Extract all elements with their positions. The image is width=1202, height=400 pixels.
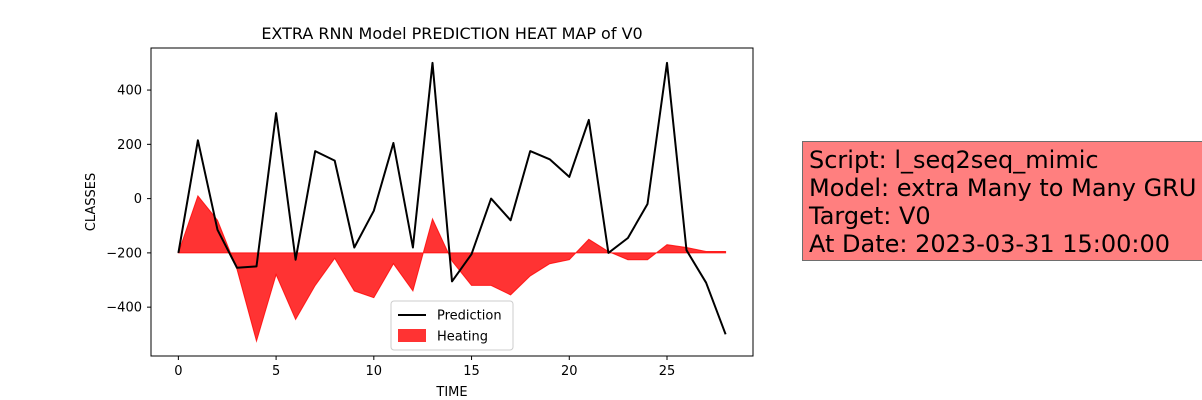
- x-tick-label: 5: [272, 364, 280, 379]
- y-axis-ticks: −400 −200 0 200 400: [106, 84, 151, 316]
- y-tick-label: 200: [117, 138, 142, 153]
- info-box: Script: l_seq2seq_mimic Model: extra Man…: [802, 141, 1202, 261]
- info-model-line: Model: extra Many to Many GRU: [809, 174, 1197, 202]
- y-tick-label: 0: [134, 192, 142, 207]
- info-date-line: At Date: 2023-03-31 15:00:00: [809, 230, 1171, 258]
- y-tick-label: 400: [117, 84, 142, 99]
- x-axis-ticks: 0 5 10 15 20 25: [174, 356, 675, 379]
- legend: Prediction Heating: [390, 300, 514, 351]
- x-tick-label: 20: [561, 364, 578, 379]
- x-tick-label: 25: [659, 364, 676, 379]
- heating-area: [177, 194, 727, 343]
- x-tick-label: 0: [174, 364, 182, 379]
- y-tick-label: −400: [106, 301, 142, 316]
- prediction-line-layer: [177, 61, 727, 335]
- x-tick-label: 10: [366, 364, 383, 379]
- x-tick-label: 15: [463, 364, 480, 379]
- y-axis-label: CLASSES: [84, 173, 99, 231]
- y-tick-label: −200: [106, 246, 142, 261]
- prediction-line: [177, 61, 727, 335]
- heating-area-layer: [177, 194, 727, 343]
- info-script-line: Script: l_seq2seq_mimic: [809, 146, 1099, 174]
- legend-prediction-label: Prediction: [437, 309, 502, 324]
- legend-heating-label: Heating: [437, 330, 488, 345]
- legend-heating-swatch: [398, 329, 426, 342]
- chart-title: EXTRA RNN Model PREDICTION HEAT MAP of V…: [261, 24, 642, 43]
- x-axis-label: TIME: [435, 385, 467, 400]
- info-target-line: Target: V0: [809, 202, 931, 230]
- plot-frame: [150, 47, 754, 357]
